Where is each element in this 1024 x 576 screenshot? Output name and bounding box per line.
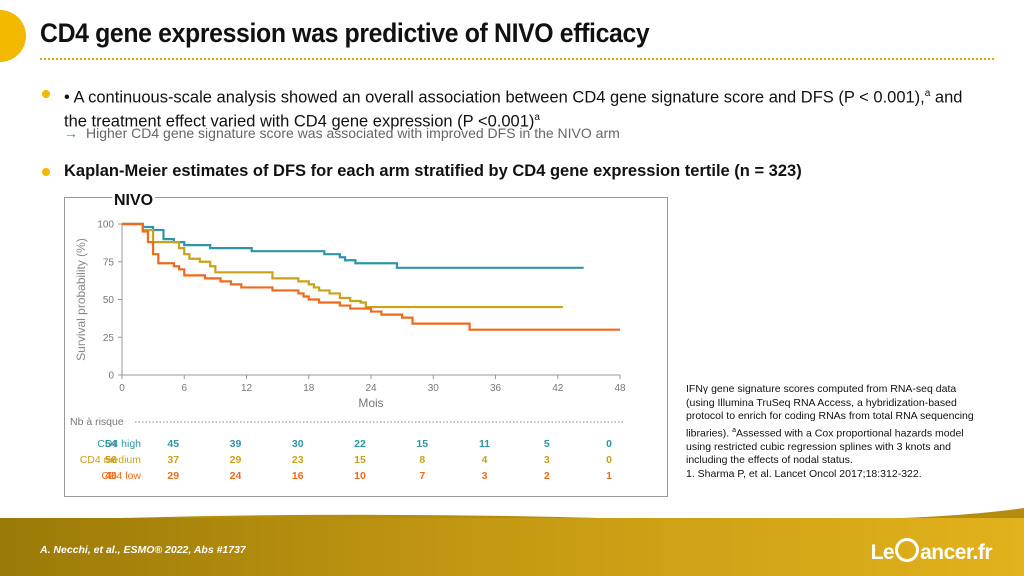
km-curve-cd4-low (122, 222, 620, 331)
risk-count-cd4-low: 24 (230, 470, 242, 482)
x-tick-label: 24 (365, 383, 377, 394)
x-tick-label: 6 (181, 383, 187, 394)
bullet-1-text-a: • A continuous-scale analysis showed an … (64, 88, 925, 107)
x-tick-label: 36 (490, 383, 502, 394)
risk-count-cd4-medium: 56 (105, 454, 117, 466)
x-tick-label: 12 (241, 383, 253, 394)
y-tick-label: 100 (97, 220, 114, 231)
risk-count-cd4-high: 30 (292, 438, 304, 450)
risk-count-cd4-medium: 37 (167, 454, 179, 466)
page-title: CD4 gene expression was predictive of NI… (40, 18, 650, 48)
km-chart-panel: 0 6 12 18 24 30 36 42 48 0 25 50 75 100 Mois Survival p… (64, 197, 668, 497)
risk-row-label-cd4-low: CD4 low (101, 470, 141, 482)
title-divider (40, 58, 994, 60)
risk-count-cd4-high: 39 (230, 438, 242, 450)
x-tick-label: 30 (428, 383, 440, 394)
risk-count-cd4-high: 45 (167, 438, 179, 450)
km-curve-cd4-high (122, 222, 584, 269)
risk-count-cd4-low: 3 (482, 470, 488, 482)
risk-count-cd4-medium: 23 (292, 454, 304, 466)
km-curve-cd4-medium (122, 222, 563, 309)
risk-count-cd4-low: 2 (544, 470, 550, 482)
risk-count-cd4-low: 29 (167, 470, 179, 482)
risk-count-cd4-medium: 3 (544, 454, 550, 466)
corner-decoration (0, 10, 26, 62)
risk-count-cd4-medium: 29 (230, 454, 242, 466)
risk-count-cd4-low: 1 (606, 470, 612, 482)
risk-count-cd4-high: 11 (479, 438, 490, 450)
risk-count-cd4-high: 54 (105, 438, 117, 450)
lecancer-logo: Le ancer.fr (871, 538, 992, 565)
risk-count-cd4-high: 15 (416, 438, 428, 450)
footnote-sup: a (732, 426, 736, 434)
bullet-2: Kaplan-Meier estimates of DFS for each a… (64, 162, 802, 180)
bullet-dot-icon (42, 168, 50, 176)
risk-count-cd4-medium: 15 (354, 454, 366, 466)
risk-count-cd4-low: 16 (292, 470, 304, 482)
risk-count-cd4-high: 22 (354, 438, 366, 450)
risk-count-cd4-medium: 0 (606, 454, 612, 466)
x-tick-label: 48 (614, 383, 626, 394)
panel-label-nivo: NIVO (112, 192, 156, 210)
risk-row-label-cd4-high: CD4 high (97, 438, 141, 450)
arrow-right-icon: → (64, 125, 78, 141)
risk-table-header: Nb à risque (70, 416, 124, 428)
x-tick-label: 18 (303, 383, 315, 394)
y-tick-label: 0 (108, 371, 114, 382)
logo-text-left: Le (870, 541, 895, 564)
risk-count-cd4-high: 5 (544, 438, 550, 450)
y-tick-label: 50 (103, 295, 115, 306)
risk-row-label-cd4-medium: CD4 medium (80, 454, 142, 466)
x-tick-label: 42 (552, 383, 564, 394)
y-tick-label: 75 (103, 257, 115, 268)
logo-ring-icon (895, 538, 920, 562)
sub-bullet: → Higher CD4 gene signature score was ass… (64, 125, 620, 141)
risk-count-cd4-medium: 4 (482, 454, 488, 466)
risk-count-cd4-low: 10 (354, 470, 366, 482)
bullet-1-sup-b: a (534, 111, 540, 123)
footnote: IFNγ gene signature scores computed from… (686, 383, 976, 481)
footnote-text-b: Assessed with a Cox proportional hazards… (686, 427, 964, 466)
bullet-dot-icon (42, 90, 50, 98)
footnote-text-a: IFNγ gene signature scores computed from… (686, 383, 974, 439)
sub-bullet-text: Higher CD4 gene signature score was asso… (86, 125, 620, 141)
risk-count-cd4-low: 7 (419, 470, 425, 482)
bullet-1-sup-a: a (924, 88, 931, 99)
y-axis-label: Survival probability (%) (74, 238, 88, 361)
risk-count-cd4-high: 0 (606, 438, 612, 450)
bullet-1: • A continuous-scale analysis showed an … (64, 84, 964, 131)
footer-band (0, 518, 1024, 576)
footnote-reference: 1. Sharma P, et al. Lancet Oncol 2017;18… (686, 467, 922, 480)
risk-count-cd4-low: 46 (105, 470, 117, 482)
risk-count-cd4-medium: 8 (419, 454, 425, 466)
x-tick-label: 0 (119, 383, 125, 394)
bullet-1-text-b: and the treatment effect varied with CD4… (64, 88, 963, 131)
logo-text-right: ancer.fr (920, 541, 992, 564)
citation: A. Necchi, et al., ESMO® 2022, Abs #1737 (40, 544, 246, 556)
x-axis-label: Mois (358, 396, 383, 410)
y-tick-label: 25 (103, 333, 115, 344)
